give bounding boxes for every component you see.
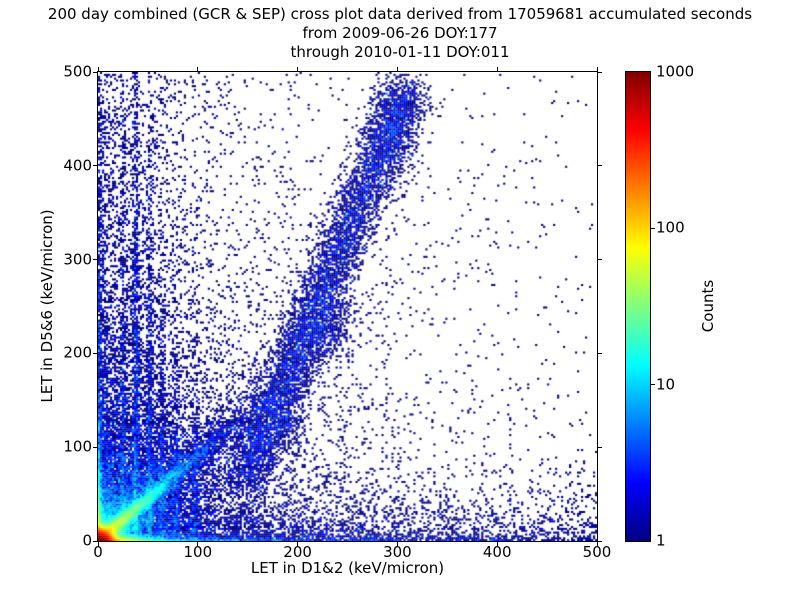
x-axis-label: LET in D1&2 (keV/micron) [250,559,445,577]
x-tick-top [596,67,598,72]
y-tick [93,71,98,73]
y-axis-label: LET in D5&6 (keV/micron) [38,209,56,403]
chart-title: 200 day combined (GCR & SEP) cross plot … [0,5,800,62]
chart-title-line3: through 2010-01-11 DOY:011 [290,43,510,61]
x-tick [197,541,199,546]
plot-area [97,71,598,542]
x-tick-label: 0 [93,543,103,561]
colorbar-tick-label: 100 [656,218,685,237]
y-tick-right [597,540,602,542]
y-tick [93,540,98,542]
colorbar-tick-label: 1 [656,531,666,550]
y-tick-label: 400 [63,156,92,175]
chart-title-line2: from 2009-06-26 DOY:177 [302,24,498,42]
y-tick-label: 500 [63,62,92,81]
y-tick-right [597,165,602,167]
y-tick-right [597,71,602,73]
colorbar-tick [650,227,655,229]
y-tick [93,259,98,261]
colorbar-tick-label: 10 [656,375,676,394]
chart-title-line1: 200 day combined (GCR & SEP) cross plot … [47,5,753,23]
colorbar-title: Counts [699,279,717,333]
x-tick [97,541,99,546]
x-tick [396,541,398,546]
y-tick-right [597,446,602,448]
x-tick [496,541,498,546]
colorbar-tick-label: 1000 [656,62,695,81]
y-tick [93,352,98,354]
scatter-canvas [98,72,597,541]
x-tick-top [496,67,498,72]
y-tick-right [597,352,602,354]
x-tick [297,541,299,546]
y-tick [93,165,98,167]
x-tick-top [97,67,99,72]
colorbar-tick [650,384,655,386]
colorbar [625,71,651,542]
y-tick-right [597,259,602,261]
y-tick-label: 100 [63,437,92,456]
y-tick [93,446,98,448]
y-tick-label: 200 [63,343,92,362]
y-tick-label: 0 [82,531,92,550]
y-tick-label: 300 [63,250,92,269]
x-tick-label: 400 [482,543,512,561]
x-tick-top [297,67,299,72]
x-tick-label: 200 [283,543,312,561]
x-tick-top [197,67,199,72]
x-tick-label: 100 [183,543,213,561]
x-tick-label: 500 [582,543,612,561]
x-tick-top [396,67,398,72]
x-tick-label: 300 [383,543,412,561]
x-tick [596,541,598,546]
